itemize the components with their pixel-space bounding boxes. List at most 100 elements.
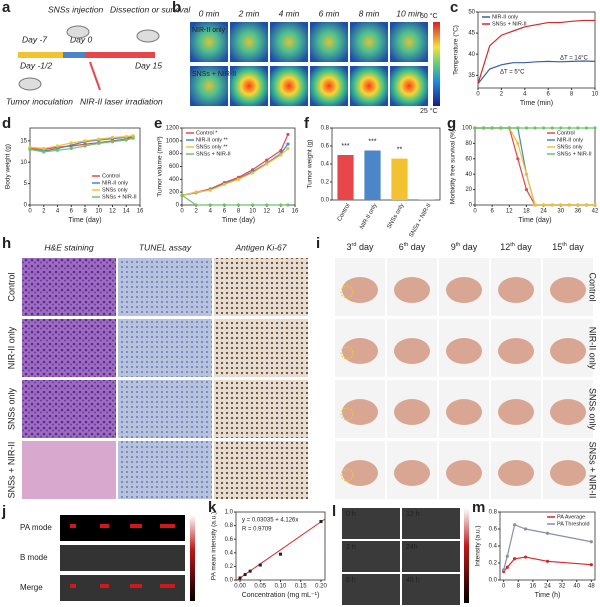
mouse (498, 277, 534, 303)
point (545, 531, 550, 535)
signal (130, 524, 142, 528)
column-label: 0 min (199, 8, 220, 18)
y-tick-label: 200 (169, 190, 180, 196)
point (567, 203, 571, 207)
y-tick-label: 400 (169, 177, 180, 183)
x-tick-label: 40 (573, 584, 580, 590)
colorbar-label: 25 °C (420, 107, 438, 115)
day-sup: rd (352, 242, 357, 248)
signal (70, 524, 76, 528)
legend-label: SNSs only (557, 144, 583, 150)
day-number: 3 (347, 242, 352, 252)
y-tick-label: 0.6 (321, 144, 330, 150)
legend-label: SNSs + NIR-II (557, 151, 592, 157)
thermal-image (310, 66, 348, 106)
x-tick-label: 14 (278, 209, 285, 215)
x-tick-label: SNSs + NIR-II (408, 203, 432, 239)
day-word: day (515, 242, 533, 252)
x-tick-label: 6 (490, 209, 494, 215)
x-tick-label: 30 (557, 209, 564, 215)
y-tick-label: 0 (24, 203, 28, 209)
mouse (446, 277, 482, 303)
mouse (394, 338, 430, 364)
text: Day 15 (135, 60, 162, 70)
mouse (550, 460, 586, 486)
point (507, 126, 511, 130)
point (286, 203, 290, 207)
legend-label: SNSs only ** (196, 144, 228, 150)
point (251, 171, 255, 175)
column-label: 6 min (319, 8, 340, 18)
laser (89, 61, 101, 91)
x-tick-label: 12 (109, 209, 116, 215)
panel-label: k (208, 499, 217, 516)
x-tick-label: 10 (95, 209, 102, 215)
x-tick-label: 6 (70, 209, 74, 215)
point (559, 203, 563, 207)
x-tick-label: 16 (530, 584, 537, 590)
legend-label: PA Average (557, 514, 585, 520)
point (131, 136, 135, 140)
x-tick-label: 4 (209, 209, 213, 215)
point (251, 203, 255, 207)
point (576, 126, 580, 130)
histology-image (214, 319, 308, 377)
point (533, 126, 537, 130)
series-line (477, 19, 595, 84)
row-label: NIR-II only (192, 27, 226, 34)
time-label: 12 h (406, 511, 420, 518)
panel-label: m (472, 499, 485, 516)
day-word: day (460, 242, 478, 252)
x-tick-label: 10 (592, 92, 599, 98)
mouse (446, 399, 482, 425)
thermal-image (230, 22, 268, 62)
mouse (446, 460, 482, 486)
day-sup: th (404, 242, 409, 248)
panel-label: j (1, 503, 6, 520)
mouse (342, 338, 378, 364)
y-axis-label: PA mean intensity (a.u.) (211, 512, 218, 581)
x-tick-label: NIR-II only (359, 203, 378, 231)
y-tick-label: 40 (465, 172, 472, 178)
y-tick-label: 60 (465, 156, 472, 162)
x-tick-label: 10 (249, 209, 256, 215)
x-tick-label: 8 (570, 92, 574, 98)
text: Dissection or survival (110, 4, 191, 14)
y-tick-label: 0.4 (489, 544, 498, 550)
point (279, 203, 283, 207)
point (265, 203, 269, 207)
point (279, 153, 283, 157)
point (584, 126, 589, 130)
text: SNSs injection (48, 4, 104, 14)
thermal-image (390, 22, 428, 62)
row-label: PA mode (20, 523, 52, 532)
timeline (85, 52, 155, 58)
thermal-image (270, 22, 308, 62)
point (513, 523, 517, 527)
signal (130, 584, 142, 588)
point (541, 126, 546, 130)
y-tick-label: 10 (20, 160, 27, 166)
mouse-icon (136, 29, 160, 43)
point (490, 126, 494, 130)
timeline (18, 52, 63, 58)
y-tick-label: 0.0 (225, 578, 234, 584)
y-tick-label: 15 (20, 138, 27, 144)
panel-label: c (450, 0, 458, 16)
mouse-icon (66, 25, 90, 39)
column-label: 10 min (396, 8, 422, 18)
point (286, 146, 290, 151)
x-tick-label: 24 (540, 209, 547, 215)
annotation: R = 0.9709 (242, 527, 272, 533)
x-tick-label: 6 (223, 209, 227, 215)
point (505, 554, 509, 558)
time-label: 2 h (346, 544, 356, 551)
point (589, 563, 593, 567)
column-label: 4 min (279, 8, 300, 18)
panel-label: a (2, 0, 11, 16)
x-tick-label: 2 (500, 92, 504, 98)
point (524, 172, 529, 176)
time-label: 0 h (346, 511, 356, 518)
y-tick-label: 0.0 (321, 198, 330, 204)
